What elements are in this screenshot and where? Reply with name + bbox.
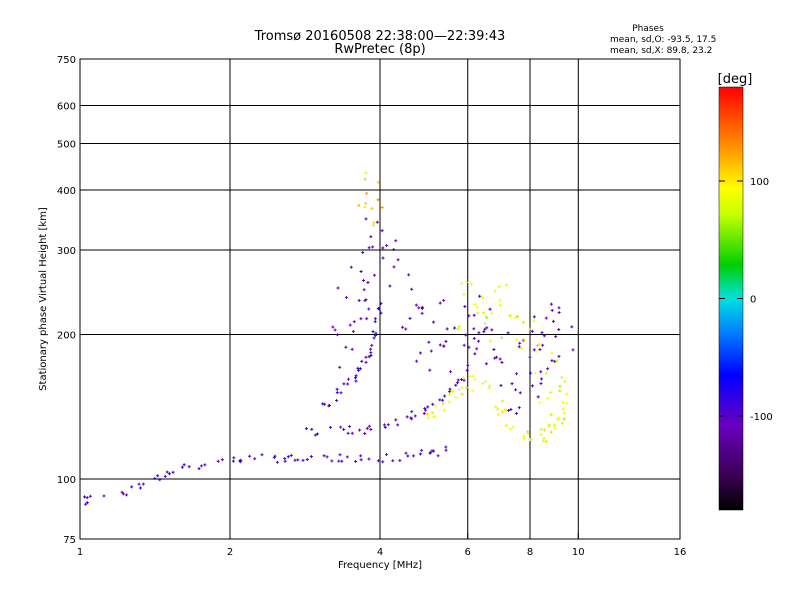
y-tick-label: 600 bbox=[57, 102, 76, 113]
x-tick-label: 8 bbox=[527, 547, 533, 558]
phase-heading: Phases bbox=[632, 24, 664, 34]
y-tick-label: 75 bbox=[63, 535, 76, 546]
colorbar-tick-label: 0 bbox=[750, 295, 756, 306]
colorbar-tick-label: 100 bbox=[750, 177, 769, 188]
y-tick-label: 200 bbox=[57, 331, 76, 342]
data-points bbox=[83, 171, 575, 506]
colorbar-ticks: 100 0 -100 bbox=[719, 177, 773, 423]
x-axis-label: Frequency [MHz] bbox=[338, 560, 422, 571]
colorbar-tick-label: -100 bbox=[750, 412, 773, 423]
chart-title: Tromsø 20160508 22:38:00—22:39:43 bbox=[254, 29, 506, 44]
y-axis-label: Stationary phase Virtual Height [km] bbox=[38, 207, 49, 391]
phase-o-stats: mean, sd,O: -93.5, 17.5 bbox=[610, 35, 716, 45]
grid-lines bbox=[80, 59, 680, 539]
x-tick-label: 4 bbox=[377, 547, 383, 558]
y-tick-label: 100 bbox=[57, 475, 76, 486]
chart-subtitle: RwPretec (8p) bbox=[334, 42, 425, 57]
y-tick-label: 750 bbox=[57, 55, 76, 66]
phase-x-stats: mean, sd,X: 89.8, 23.2 bbox=[610, 46, 712, 56]
y-tick-label: 300 bbox=[57, 246, 76, 257]
colorbar-label: [deg] bbox=[718, 72, 753, 87]
x-tick-label: 10 bbox=[572, 547, 585, 558]
x-tick-label: 16 bbox=[674, 547, 687, 558]
x-tick-label: 6 bbox=[465, 547, 471, 558]
y-tick-label: 400 bbox=[57, 186, 76, 197]
y-tick-label: 500 bbox=[57, 140, 76, 151]
x-tick-label: 1 bbox=[77, 547, 83, 558]
x-tick-label: 2 bbox=[227, 547, 233, 558]
axis-ticks: 1 2 4 6 8 10 16 75 100 200 300 400 500 600 750 bbox=[57, 55, 686, 558]
